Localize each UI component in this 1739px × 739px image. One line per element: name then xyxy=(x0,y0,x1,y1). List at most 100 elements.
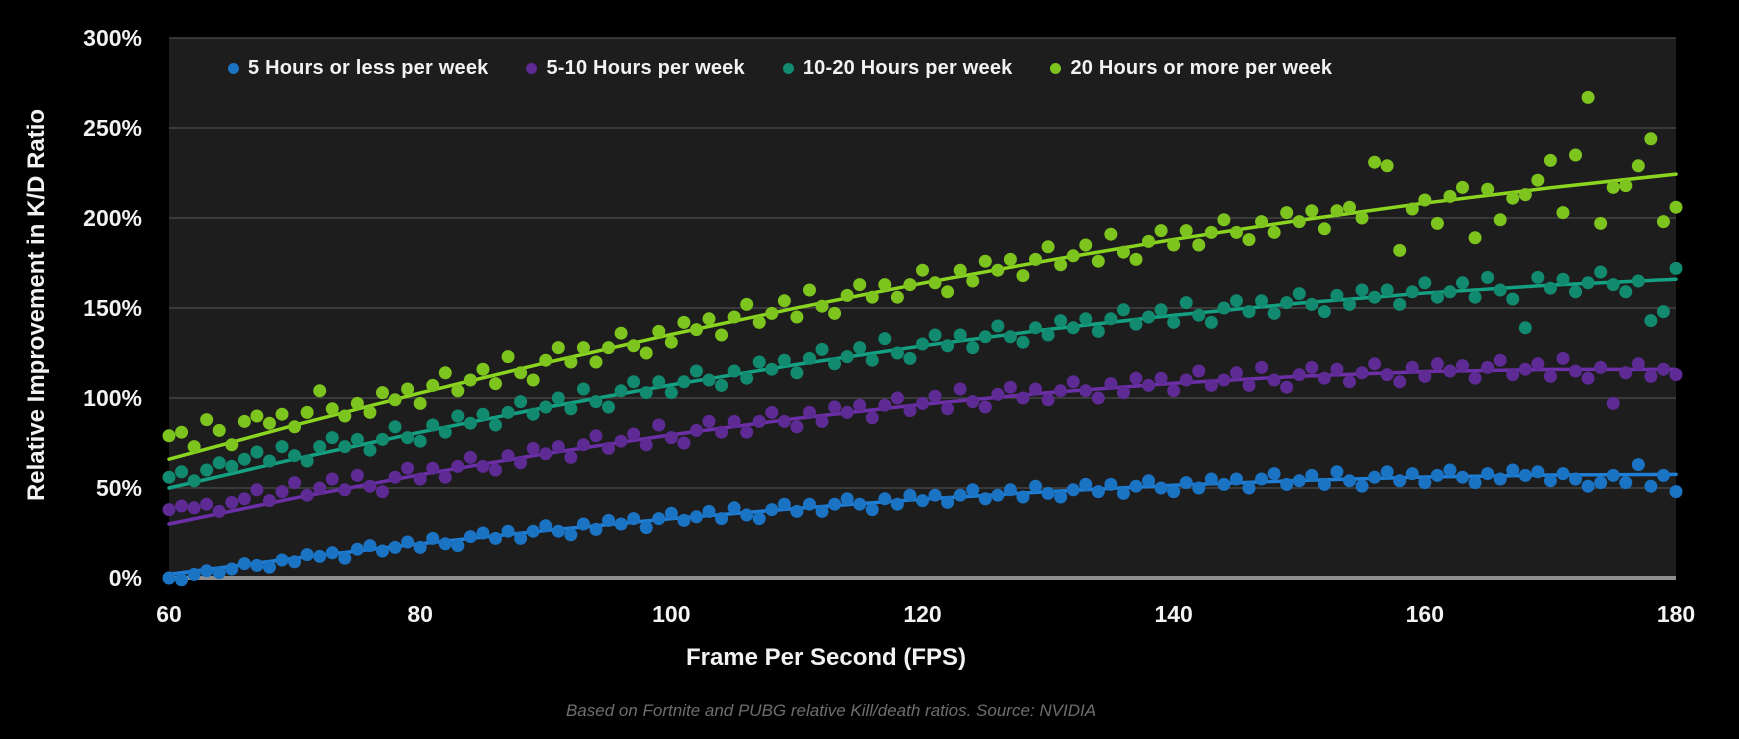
data-dot-series-3 xyxy=(564,355,578,369)
data-dot-series-1 xyxy=(1531,357,1545,371)
data-dot-series-3 xyxy=(489,377,503,391)
data-dot-series-0 xyxy=(313,549,327,563)
data-dot-series-3 xyxy=(1066,249,1080,263)
data-dot-series-1 xyxy=(1217,373,1231,387)
legend-dot-icon xyxy=(1050,63,1062,74)
data-dot-series-2 xyxy=(401,431,415,445)
data-dot-series-0 xyxy=(1493,472,1507,486)
data-dot-series-1 xyxy=(1594,360,1608,374)
y-tick-label: 150% xyxy=(83,295,142,321)
data-dot-series-1 xyxy=(225,495,239,509)
data-dot-series-1 xyxy=(1380,368,1394,382)
data-dot-series-1 xyxy=(1003,380,1017,394)
data-dot-series-0 xyxy=(1631,458,1645,472)
data-dot-series-3 xyxy=(664,335,678,349)
data-dot-series-2 xyxy=(1443,285,1457,299)
data-dot-series-3 xyxy=(1418,193,1432,207)
data-dot-series-2 xyxy=(677,375,691,389)
data-dot-series-0 xyxy=(1116,486,1130,500)
data-dot-series-3 xyxy=(514,366,528,380)
data-dot-series-3 xyxy=(1305,204,1319,218)
data-dot-series-1 xyxy=(564,450,578,464)
legend-item-5-10h: 5-10 Hours per week xyxy=(526,57,745,80)
data-dot-series-3 xyxy=(1531,173,1545,187)
data-dot-series-2 xyxy=(1179,296,1193,310)
legend-dot-icon xyxy=(782,63,794,74)
data-dot-series-2 xyxy=(1380,283,1394,297)
data-dot-series-1 xyxy=(275,485,289,499)
data-dot-series-2 xyxy=(1581,276,1595,290)
data-dot-series-0 xyxy=(200,564,214,578)
data-dot-series-2 xyxy=(1229,294,1243,308)
data-dot-series-1 xyxy=(187,501,201,515)
data-dot-series-3 xyxy=(1142,234,1156,248)
data-dot-series-3 xyxy=(501,350,515,364)
data-dot-series-0 xyxy=(1355,479,1369,493)
data-dot-series-3 xyxy=(677,315,691,329)
data-dot-series-1 xyxy=(978,400,992,414)
data-dot-series-0 xyxy=(1167,485,1181,499)
data-dot-series-0 xyxy=(1129,479,1143,493)
data-dot-series-0 xyxy=(551,524,565,538)
data-dot-series-1 xyxy=(1079,384,1093,398)
data-dot-series-1 xyxy=(1330,362,1344,376)
data-dot-series-1 xyxy=(212,504,226,518)
data-dot-series-3 xyxy=(966,274,980,288)
data-dot-series-2 xyxy=(702,373,716,387)
data-dot-series-1 xyxy=(1242,378,1256,392)
data-dot-series-1 xyxy=(375,485,389,499)
data-dot-series-2 xyxy=(1644,314,1658,328)
data-dot-series-0 xyxy=(1142,474,1156,488)
data-dot-series-1 xyxy=(1656,362,1670,376)
data-dot-series-2 xyxy=(489,418,503,432)
data-dot-series-2 xyxy=(639,386,653,400)
data-dot-series-3 xyxy=(1003,252,1017,266)
data-dot-series-2 xyxy=(1330,288,1344,302)
data-dot-series-1 xyxy=(853,398,867,412)
data-dot-series-3 xyxy=(363,405,377,419)
data-dot-series-1 xyxy=(1154,371,1168,385)
data-dot-series-1 xyxy=(652,418,666,432)
data-dot-series-3 xyxy=(300,405,314,419)
legend-dot-icon xyxy=(228,63,239,74)
data-dot-series-2 xyxy=(1656,305,1670,319)
data-dot-series-3 xyxy=(727,310,741,324)
data-dot-series-3 xyxy=(1029,252,1043,266)
data-dot-series-0 xyxy=(1003,483,1017,497)
data-dot-series-3 xyxy=(551,341,565,355)
data-dot-series-0 xyxy=(1317,477,1331,491)
data-dot-series-0 xyxy=(602,513,616,527)
data-dot-series-2 xyxy=(476,407,490,421)
data-dot-series-2 xyxy=(1518,321,1532,335)
data-dot-series-1 xyxy=(1518,362,1532,376)
data-dot-series-3 xyxy=(1405,202,1419,216)
data-dot-series-0 xyxy=(526,524,540,538)
data-dot-series-0 xyxy=(890,497,904,511)
data-dot-series-2 xyxy=(1393,297,1407,311)
data-dot-series-2 xyxy=(1142,310,1156,324)
data-dot-series-1 xyxy=(476,459,490,473)
data-dot-series-0 xyxy=(652,512,666,526)
data-dot-series-1 xyxy=(175,499,189,513)
data-dot-series-3 xyxy=(375,386,389,400)
data-dot-series-3 xyxy=(614,326,628,340)
data-dot-series-1 xyxy=(752,414,766,428)
y-tick-label: 50% xyxy=(96,475,142,501)
data-dot-series-2 xyxy=(1456,276,1470,290)
y-tick-label: 0% xyxy=(109,565,142,591)
data-dot-series-3 xyxy=(200,413,214,427)
data-dot-series-1 xyxy=(677,436,691,450)
data-dot-series-0 xyxy=(828,497,842,511)
data-dot-series-2 xyxy=(627,375,641,389)
data-dot-series-2 xyxy=(501,405,515,419)
data-dot-series-3 xyxy=(350,396,364,410)
data-dot-series-0 xyxy=(564,528,578,542)
legend-label: 10-20 Hours per week xyxy=(802,57,1013,79)
data-dot-series-2 xyxy=(1569,285,1583,299)
data-dot-series-1 xyxy=(426,461,440,475)
data-dot-series-3 xyxy=(928,276,942,290)
data-dot-series-2 xyxy=(890,346,904,360)
data-dot-series-0 xyxy=(1054,490,1068,504)
data-dot-series-2 xyxy=(865,353,879,367)
data-dot-series-3 xyxy=(526,373,540,387)
